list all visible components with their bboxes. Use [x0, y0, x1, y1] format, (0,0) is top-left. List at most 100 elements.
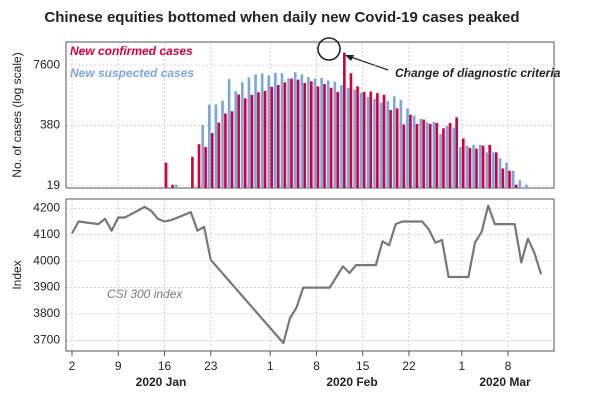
bar	[313, 78, 317, 188]
bar	[399, 99, 403, 188]
y-tick-label: 4100	[33, 227, 60, 241]
highlight-circle	[317, 37, 341, 61]
y-tick-label: 3800	[33, 306, 60, 320]
bar	[356, 86, 359, 188]
bar	[164, 162, 168, 188]
chart-title: Chinese equities bottomed when daily new…	[44, 9, 519, 26]
bar	[445, 125, 449, 188]
bar	[439, 133, 442, 188]
bar	[452, 127, 456, 188]
bar	[376, 93, 379, 188]
bar	[373, 98, 376, 188]
bar	[461, 138, 465, 188]
bar	[488, 144, 492, 188]
bar	[221, 100, 224, 188]
bar	[425, 122, 429, 188]
bar	[508, 170, 511, 188]
bar	[309, 81, 313, 188]
bar	[395, 108, 399, 188]
bar	[191, 156, 194, 188]
bar	[362, 91, 366, 188]
month-label: 2020 Jan	[136, 375, 187, 389]
bar	[392, 96, 396, 188]
bar	[326, 80, 330, 188]
x-tick-label: 16	[158, 359, 172, 373]
bar	[468, 147, 472, 188]
bar	[382, 94, 386, 188]
bar	[472, 144, 475, 188]
y-tick-label: 3700	[33, 333, 60, 347]
bar	[366, 97, 370, 188]
bottom-panel-frame	[65, 198, 555, 352]
y-axis-title: No. of cases (log scale)	[10, 52, 24, 177]
bar	[276, 85, 280, 188]
bar	[290, 78, 293, 188]
y-tick-label: 4000	[33, 253, 60, 267]
y-tick-label: 4200	[33, 200, 60, 214]
bar	[307, 77, 310, 188]
x-tick-label: 22	[402, 359, 416, 373]
bar	[498, 158, 502, 188]
bar	[481, 145, 485, 188]
bar	[346, 87, 350, 188]
bar	[412, 115, 416, 188]
bar	[465, 145, 469, 188]
bar	[422, 119, 425, 188]
bar	[514, 184, 518, 188]
x-tick-label: 1	[267, 359, 274, 373]
bar	[303, 82, 307, 188]
bar	[234, 91, 238, 188]
bar	[241, 82, 244, 188]
annotation-arrow	[347, 55, 389, 71]
bar	[217, 122, 221, 188]
bar	[455, 117, 458, 188]
x-tick-label: 2	[69, 359, 76, 373]
annotation: Change of diagnostic criteria	[395, 66, 561, 80]
legend-entry: New confirmed cases	[70, 44, 193, 58]
bar	[197, 144, 201, 188]
bar	[343, 52, 346, 189]
bar	[478, 144, 482, 188]
y-tick-label: 380	[40, 118, 60, 132]
bar	[402, 124, 406, 188]
bar	[406, 108, 409, 188]
bar	[280, 73, 284, 188]
bar	[214, 104, 218, 188]
bar	[511, 170, 515, 188]
bar	[442, 128, 445, 188]
bar	[353, 89, 356, 188]
arrow-head	[345, 55, 354, 61]
bar	[260, 73, 264, 188]
bar	[475, 148, 478, 188]
bar	[518, 180, 522, 188]
bar	[230, 111, 234, 188]
bar	[247, 77, 251, 188]
x-tick-label: 8	[313, 359, 320, 373]
bar	[369, 91, 373, 188]
bar	[379, 102, 383, 188]
bar	[428, 123, 432, 188]
bar	[300, 74, 304, 188]
bar	[237, 94, 240, 188]
bar	[207, 104, 211, 188]
bar	[389, 109, 392, 188]
bar	[448, 122, 452, 188]
bar	[435, 122, 439, 188]
bar	[386, 101, 389, 188]
legend-entry: New suspected cases	[70, 66, 194, 80]
bar	[254, 74, 257, 188]
x-tick-label: 1	[458, 359, 465, 373]
bar	[485, 152, 489, 188]
bar	[283, 82, 287, 188]
x-tick-label: 8	[505, 359, 512, 373]
bar	[227, 79, 231, 188]
bar	[419, 118, 423, 188]
bar	[274, 72, 277, 188]
bar	[501, 168, 505, 188]
index-line	[71, 204, 543, 345]
bar	[333, 81, 337, 188]
bar	[257, 92, 260, 188]
y-tick-label: 7600	[33, 57, 60, 71]
y-axis-title: Index	[10, 260, 24, 289]
bar	[243, 98, 247, 188]
